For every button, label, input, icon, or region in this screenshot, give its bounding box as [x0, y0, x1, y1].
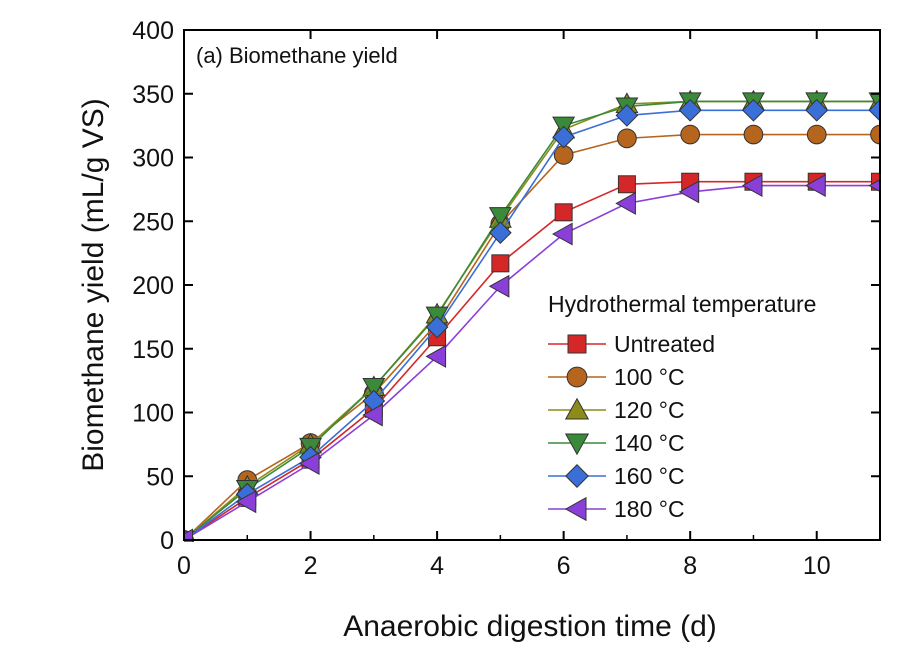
data-point-180-c — [425, 344, 447, 368]
y-tick-label: 250 — [132, 208, 174, 236]
legend-marker-160-c — [565, 464, 589, 488]
legend-label-140-c: 140 °C — [614, 430, 685, 456]
data-point-160-c — [678, 98, 702, 122]
y-tick-label: 350 — [132, 81, 174, 109]
y-tick-label: 50 — [146, 463, 174, 491]
y-tick-label: 0 — [160, 527, 174, 555]
x-tick-label: 4 — [430, 552, 444, 580]
legend-title: Hydrothermal temperature — [548, 291, 816, 317]
data-point-180-c — [362, 403, 383, 427]
legend-label-180-c: 180 °C — [614, 496, 685, 522]
data-point-160-c — [552, 125, 575, 149]
series-100-c — [184, 124, 881, 542]
x-tick-label: 0 — [177, 552, 191, 580]
data-point-100-c — [806, 124, 827, 145]
legend: Hydrothermal temperature Untreated 100 °C… — [548, 291, 816, 522]
data-point-100-c — [680, 124, 701, 145]
data-point-160-c — [489, 221, 512, 245]
series-120-c — [184, 89, 881, 542]
x-tick-label: 10 — [803, 552, 831, 580]
data-point-180-c — [551, 222, 573, 246]
series-line-untreated — [184, 180, 880, 541]
data-point-160-c — [742, 98, 765, 122]
data-point-160-c — [425, 315, 449, 339]
plot-area-frame — [183, 29, 881, 541]
series-160-c — [184, 98, 881, 542]
data-point-180-c — [235, 490, 257, 514]
legend-label-100-c: 100 °C — [614, 364, 685, 390]
y-tick-label: 400 — [132, 17, 174, 45]
legend-marker-untreated — [567, 334, 587, 354]
legend-item-140-c: 140 °C — [548, 430, 685, 456]
series-line-140-c — [184, 100, 880, 541]
data-point-180-c — [615, 191, 636, 215]
x-tick-label: 2 — [304, 552, 318, 580]
legend-item-180-c: 180 °C — [548, 496, 685, 522]
legend-label-160-c: 160 °C — [614, 463, 685, 489]
data-point-140-c — [488, 207, 512, 228]
data-point-160-c — [615, 104, 639, 127]
data-point-140-c — [362, 378, 386, 399]
data-point-180-c — [298, 452, 320, 475]
data-point-100-c — [617, 128, 637, 149]
y-tick-label: 300 — [132, 145, 174, 173]
series-line-180-c — [184, 184, 880, 541]
data-point-180-c — [678, 180, 700, 204]
legend-item-untreated: Untreated — [548, 331, 715, 357]
data-point-180-c — [868, 178, 881, 193]
legend-label-120-c: 120 °C — [614, 397, 685, 423]
legend-item-120-c: 120 °C — [548, 397, 685, 423]
series-layer — [184, 89, 881, 542]
data-point-100-c — [743, 124, 764, 145]
data-point-160-c — [805, 98, 829, 122]
y-tick-label: 100 — [132, 400, 174, 428]
x-axis-title: Anaerobic digestion time (d) — [343, 610, 717, 643]
legend-marker-120-c — [564, 397, 590, 420]
y-axis-title: Biomethane yield (mL/g VS) — [77, 98, 110, 472]
data-point-180-c — [488, 274, 510, 298]
series-untreated — [184, 172, 881, 542]
legend-item-160-c: 160 °C — [548, 463, 685, 489]
legend-marker-100-c — [566, 366, 588, 388]
panel-title: (a) Biomethane yield — [196, 43, 398, 68]
data-point-180-c — [805, 174, 826, 198]
data-point-untreated — [617, 175, 636, 194]
series-line-120-c — [184, 100, 880, 541]
series-180-c — [184, 174, 881, 542]
data-point-untreated — [491, 254, 510, 273]
data-point-untreated — [554, 203, 573, 222]
legend-item-100-c: 100 °C — [548, 364, 685, 390]
y-tick-label: 150 — [132, 336, 174, 364]
legend-label-untreated: Untreated — [614, 331, 715, 357]
x-tick-label: 8 — [683, 552, 697, 580]
x-tick-label: 6 — [557, 552, 571, 580]
legend-marker-180-c — [564, 496, 587, 522]
data-point-180-c — [741, 174, 763, 198]
legend-marker-140-c — [564, 433, 590, 456]
series-line-100-c — [184, 133, 880, 541]
y-tick-label: 200 — [132, 272, 174, 300]
